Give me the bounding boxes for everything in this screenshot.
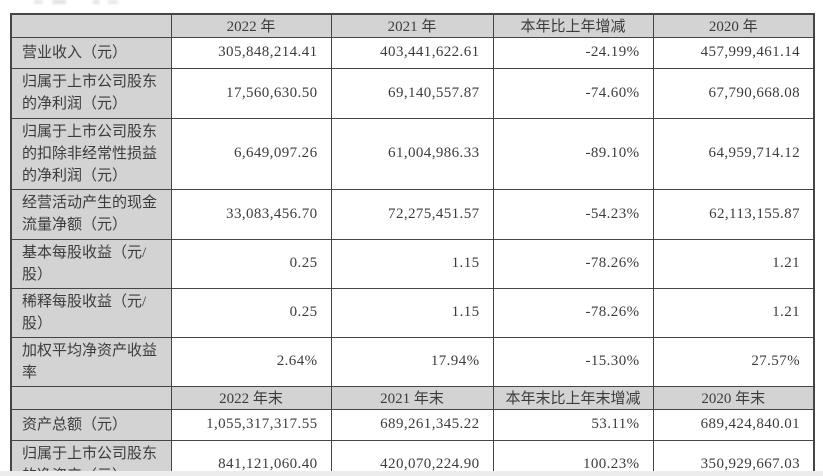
header-2021-eoy: 2021 年末 xyxy=(330,385,494,410)
header-2021: 2021 年 xyxy=(330,13,494,38)
cell-value: 350,929,667.03 xyxy=(652,439,815,476)
cell-value: 305,848,214.41 xyxy=(170,36,332,69)
table-row-weighted-roe: 加权平均净资产收益率 2.64% 17.94% -15.30% 27.57% xyxy=(10,336,815,387)
header-2022: 2022 年 xyxy=(170,13,332,38)
cell-value: 69,140,557.87 xyxy=(330,67,494,119)
table-row-operating-cash-flow: 经营活动产生的现金流量净额（元） 33,083,456.70 72,275,45… xyxy=(10,188,815,240)
row-label: 归属于上市公司股东的净利润（元） xyxy=(10,67,172,119)
row-label: 加权平均净资产收益率 xyxy=(10,336,172,387)
cropped-text-fragment xyxy=(34,0,118,4)
header-eoy-change: 本年末比上年末增减 xyxy=(492,385,654,410)
cell-value: 53.11% xyxy=(492,408,654,441)
row-label: 稀释每股收益（元/股） xyxy=(10,287,172,338)
cell-value: -54.23% xyxy=(492,188,654,240)
cell-value: 1.21 xyxy=(652,287,815,338)
cell-value: 6,649,097.26 xyxy=(170,117,332,190)
eoy-header-row: 2022 年末 2021 年末 本年末比上年末增减 2020 年末 xyxy=(10,385,815,410)
table-row-net-profit: 归属于上市公司股东的净利润（元） 17,560,630.50 69,140,55… xyxy=(10,67,815,119)
table-row-diluted-eps: 稀释每股收益（元/股） 0.25 1.15 -78.26% 1.21 xyxy=(10,287,815,338)
cell-value: 17,560,630.50 xyxy=(170,67,332,119)
table-row-net-profit-excl-nonrecurring: 归属于上市公司股东的扣除非经常性损益的净利润（元） 6,649,097.26 6… xyxy=(10,117,815,190)
cell-value: -89.10% xyxy=(492,117,654,190)
cell-value: 1.15 xyxy=(330,287,494,338)
cell-value: 33,083,456.70 xyxy=(170,188,332,240)
header-2020: 2020 年 xyxy=(652,13,815,38)
header-2022-eoy: 2022 年末 xyxy=(170,385,332,410)
cell-value: -78.26% xyxy=(492,287,654,338)
cell-value: 17.94% xyxy=(330,336,494,387)
row-label: 归属于上市公司股东的扣除非经常性损益的净利润（元） xyxy=(10,117,172,190)
row-label: 营业收入（元） xyxy=(10,36,172,69)
cell-value: 67,790,668.08 xyxy=(652,67,815,119)
cell-value: 64,959,714.12 xyxy=(652,117,815,190)
annual-header-row: 2022 年 2021 年 本年比上年增减 2020 年 xyxy=(10,13,815,38)
cell-value: 27.57% xyxy=(652,336,815,387)
header-empty-cell xyxy=(10,13,172,38)
financial-summary-table: 2022 年 2021 年 本年比上年增减 2020 年 营业收入（元） 305… xyxy=(10,13,815,476)
row-label: 资产总额（元） xyxy=(10,408,172,441)
header-yoy-change: 本年比上年增减 xyxy=(492,13,654,38)
table-row-total-assets: 资产总额（元） 1,055,317,317.55 689,261,345.22 … xyxy=(10,408,815,441)
cell-value: 72,275,451.57 xyxy=(330,188,494,240)
header-empty-cell xyxy=(10,385,172,410)
cell-value: -74.60% xyxy=(492,67,654,119)
row-label: 经营活动产生的现金流量净额（元） xyxy=(10,188,172,240)
header-2020-eoy: 2020 年末 xyxy=(652,385,815,410)
cell-value: 689,424,840.01 xyxy=(652,408,815,441)
cell-value: -15.30% xyxy=(492,336,654,387)
page-edge-strip xyxy=(0,471,823,476)
cell-value: 61,004,986.33 xyxy=(330,117,494,190)
cell-value: 403,441,622.61 xyxy=(330,36,494,69)
table-row-basic-eps: 基本每股收益（元/股） 0.25 1.15 -78.26% 1.21 xyxy=(10,238,815,289)
cell-value: 0.25 xyxy=(170,287,332,338)
cell-value: 1.15 xyxy=(330,238,494,289)
cell-value: -78.26% xyxy=(492,238,654,289)
table-row-net-assets: 归属于上市公司股东的净资产（元） 841,121,060.40 420,070,… xyxy=(10,439,815,476)
row-label: 基本每股收益（元/股） xyxy=(10,238,172,289)
cell-value: 1.21 xyxy=(652,238,815,289)
cell-value: 100.23% xyxy=(492,439,654,476)
cell-value: 420,070,224.90 xyxy=(330,439,494,476)
cell-value: 62,113,155.87 xyxy=(652,188,815,240)
cell-value: -24.19% xyxy=(492,36,654,69)
cell-value: 457,999,461.14 xyxy=(652,36,815,69)
cell-value: 0.25 xyxy=(170,238,332,289)
cell-value: 1,055,317,317.55 xyxy=(170,408,332,441)
table-row-revenue: 营业收入（元） 305,848,214.41 403,441,622.61 -2… xyxy=(10,36,815,69)
cell-value: 689,261,345.22 xyxy=(330,408,494,441)
cell-value: 2.64% xyxy=(170,336,332,387)
